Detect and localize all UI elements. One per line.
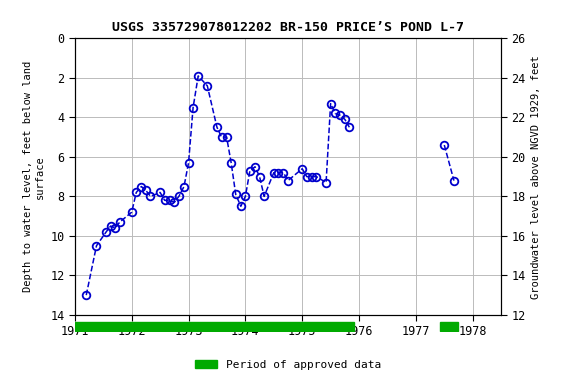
Bar bbox=[439, 322, 458, 331]
Bar bbox=[75, 322, 354, 331]
Y-axis label: Groundwater level above NGVD 1929, feet: Groundwater level above NGVD 1929, feet bbox=[531, 55, 541, 298]
Y-axis label: Depth to water level, feet below land
surface: Depth to water level, feet below land su… bbox=[23, 61, 45, 292]
Title: USGS 335729078012202 BR-150 PRICE’S POND L-7: USGS 335729078012202 BR-150 PRICE’S POND… bbox=[112, 22, 464, 35]
Legend: Period of approved data: Period of approved data bbox=[191, 356, 385, 375]
